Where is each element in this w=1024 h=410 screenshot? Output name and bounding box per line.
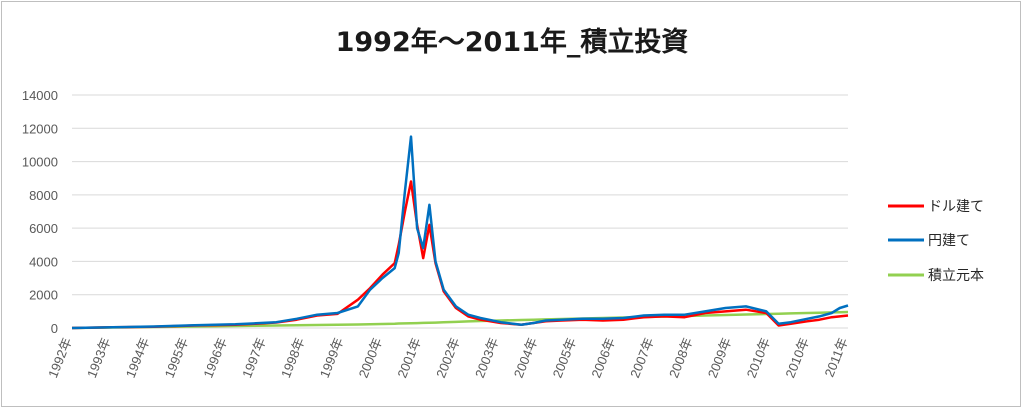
series-line-0 bbox=[71, 180, 849, 330]
legend-label: 積立元本 bbox=[928, 268, 984, 284]
x-tick-label: 1996年 bbox=[200, 336, 230, 380]
x-tick-label: 1994年 bbox=[123, 336, 153, 380]
legend-label: 円建て bbox=[928, 233, 970, 249]
x-tick-label: 1992年 bbox=[45, 336, 75, 380]
x-tick-label: 2009年 bbox=[705, 336, 735, 380]
x-tick-label: 1999年 bbox=[317, 336, 347, 380]
series-line-2 bbox=[71, 310, 849, 330]
x-tick-labels: 1992年 1993年 1994年 1995年 1996年 1997年 1998年 1999年… bbox=[45, 336, 851, 380]
x-tick-label: 2011年 bbox=[822, 336, 851, 380]
y-tick-labels: 0 2000 4000 6000 8000 10000 12000 14000 bbox=[22, 88, 58, 336]
y-tick-label: 8000 bbox=[29, 188, 58, 203]
x-tick-label: 2010年 bbox=[782, 336, 812, 380]
y-tick-label: 6000 bbox=[29, 221, 58, 236]
x-tick-label: 2003年 bbox=[472, 336, 502, 380]
y-tick-label: 12000 bbox=[22, 121, 58, 136]
x-tick-label: 2004年 bbox=[511, 336, 541, 380]
y-tick-label: 2000 bbox=[29, 288, 58, 303]
x-tick-label: 2005年 bbox=[550, 336, 580, 380]
y-tick-label: 14000 bbox=[22, 88, 58, 103]
x-tick-label: 2010年 bbox=[744, 336, 774, 380]
x-tick-label: 1997年 bbox=[239, 336, 269, 380]
x-tick-label: 2002年 bbox=[433, 336, 463, 380]
x-tick-label: 2007年 bbox=[627, 336, 657, 380]
x-tick-label: 1998年 bbox=[278, 336, 308, 380]
gridlines bbox=[72, 94, 848, 329]
x-tick-label: 2008年 bbox=[666, 336, 696, 380]
x-tick-label: 1993年 bbox=[84, 336, 114, 380]
legend-label: ドル建て bbox=[928, 199, 984, 215]
chart-title: 1992年～2011年_積立投資 bbox=[335, 27, 689, 58]
x-tick-label: 2000年 bbox=[356, 336, 386, 380]
x-tick-label: 2006年 bbox=[588, 336, 618, 380]
series-line-1 bbox=[71, 135, 849, 330]
y-tick-label: 0 bbox=[51, 321, 58, 336]
y-tick-label: 10000 bbox=[22, 155, 58, 170]
x-tick-label: 1995年 bbox=[162, 336, 192, 380]
y-tick-label: 4000 bbox=[29, 254, 58, 269]
series-lines bbox=[71, 135, 849, 330]
x-tick-label: 2001年 bbox=[394, 336, 424, 380]
